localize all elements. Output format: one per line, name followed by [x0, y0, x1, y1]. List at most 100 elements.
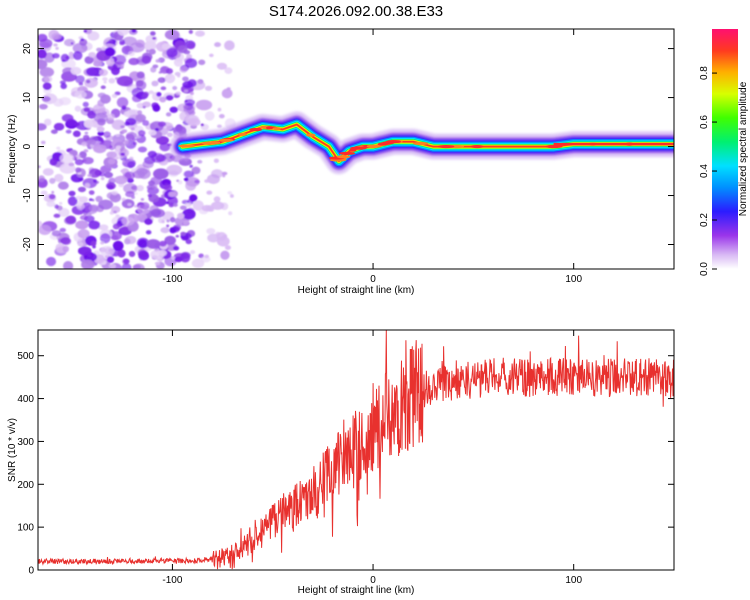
- noise-blob: [138, 239, 148, 248]
- noise-blob: [53, 122, 65, 131]
- noise-blob: [142, 105, 146, 109]
- noise-blob: [220, 202, 229, 211]
- noise-blob: [189, 164, 193, 168]
- snr-frame: [37, 329, 675, 571]
- noise-blob: [117, 29, 129, 36]
- noise-blob: [159, 240, 167, 247]
- noise-blob: [84, 131, 89, 135]
- noise-blob: [107, 158, 116, 165]
- noise-blob: [51, 230, 62, 237]
- noise-blob: [192, 200, 204, 211]
- snr-ytick-label: 100: [17, 523, 34, 534]
- noise-blob: [177, 45, 188, 54]
- ridge-hotspot: [272, 127, 282, 131]
- noise-blob: [100, 176, 105, 181]
- noise-blob: [75, 195, 82, 200]
- noise-blob: [83, 149, 89, 153]
- noise-blob: [38, 38, 53, 49]
- noise-blob: [189, 250, 196, 255]
- noise-blob: [90, 240, 97, 247]
- noise-blob: [224, 245, 232, 250]
- noise-blob: [114, 77, 120, 80]
- noise-blob: [38, 59, 48, 70]
- noise-blob: [182, 208, 196, 220]
- noise-blob: [40, 140, 46, 145]
- noise-blob: [87, 213, 92, 217]
- noise-blob: [88, 204, 99, 212]
- noise-blob: [209, 53, 214, 58]
- ridge-hotspot: [338, 151, 356, 155]
- ridge-hotspot: [366, 144, 378, 149]
- noise-blob: [77, 186, 86, 193]
- noise-blob: [172, 86, 178, 91]
- noise-blob: [44, 118, 52, 126]
- noise-blob: [77, 246, 92, 256]
- noise-blob: [100, 94, 111, 104]
- noise-blob: [87, 254, 92, 258]
- noise-blob: [96, 47, 102, 52]
- noise-blob: [121, 226, 129, 232]
- snr-ytick-label: 300: [17, 437, 34, 448]
- noise-blob: [112, 223, 120, 230]
- noise-blob: [93, 112, 108, 123]
- ridge-hotspot: [413, 141, 429, 146]
- noise-blob: [102, 77, 108, 82]
- noise-blob: [215, 231, 221, 237]
- spectrogram-frame: [37, 28, 675, 270]
- noise-blob: [88, 220, 101, 230]
- noise-blob: [182, 76, 189, 82]
- noise-blob: [175, 91, 182, 96]
- spectrogram-ylabel: Frequency (Hz): [7, 115, 18, 184]
- noise-blob: [57, 181, 69, 190]
- noise-blob: [77, 242, 84, 247]
- noise-blob: [103, 80, 107, 84]
- noise-blob: [74, 122, 80, 127]
- noise-blob: [65, 55, 71, 60]
- noise-blob: [82, 134, 90, 141]
- noise-blob: [180, 231, 187, 236]
- snr-panel: -100 0 100 0 100 200 300 400 500 Height of strai…: [7, 329, 675, 596]
- noise-blob: [46, 201, 56, 207]
- noise-blob: [82, 157, 94, 165]
- noise-blob: [125, 191, 135, 198]
- noise-blob: [60, 83, 67, 90]
- noise-blob: [129, 42, 145, 53]
- noise-blob: [77, 229, 90, 239]
- noise-blob: [39, 67, 55, 78]
- noise-blob: [229, 194, 234, 198]
- noise-blob: [148, 90, 154, 95]
- noise-blob: [216, 124, 222, 129]
- noise-blob: [185, 180, 197, 191]
- noise-blob: [127, 161, 136, 169]
- noise-blob: [81, 141, 88, 147]
- noise-blob: [155, 59, 161, 63]
- noise-blob: [41, 96, 51, 102]
- noise-blob: [114, 175, 128, 185]
- snr-ytick-label: 200: [17, 480, 34, 491]
- noise-blob: [100, 241, 105, 245]
- noise-blob: [54, 173, 64, 183]
- noise-blob: [56, 146, 61, 150]
- noise-blob: [195, 30, 205, 37]
- noise-blob: [54, 204, 59, 209]
- noise-blob: [191, 166, 201, 175]
- noise-blob: [115, 133, 120, 137]
- ridge-hotspot: [208, 141, 221, 145]
- noise-blob: [92, 103, 106, 115]
- noise-blob: [113, 54, 127, 65]
- noise-blob: [48, 29, 60, 41]
- noise-blob: [169, 106, 178, 113]
- noise-blob: [88, 198, 93, 202]
- noise-blob: [99, 171, 106, 177]
- noise-blob: [216, 62, 228, 70]
- noise-blob: [217, 107, 222, 112]
- noise-blob: [84, 183, 90, 188]
- noise-blob: [53, 213, 61, 218]
- noise-blob: [200, 123, 204, 127]
- noise-blob: [58, 97, 71, 106]
- noise-blob: [166, 132, 173, 138]
- noise-blob: [189, 91, 194, 96]
- noise-blob: [165, 94, 174, 101]
- noise-blob: [122, 160, 125, 163]
- noise-blob: [152, 104, 161, 112]
